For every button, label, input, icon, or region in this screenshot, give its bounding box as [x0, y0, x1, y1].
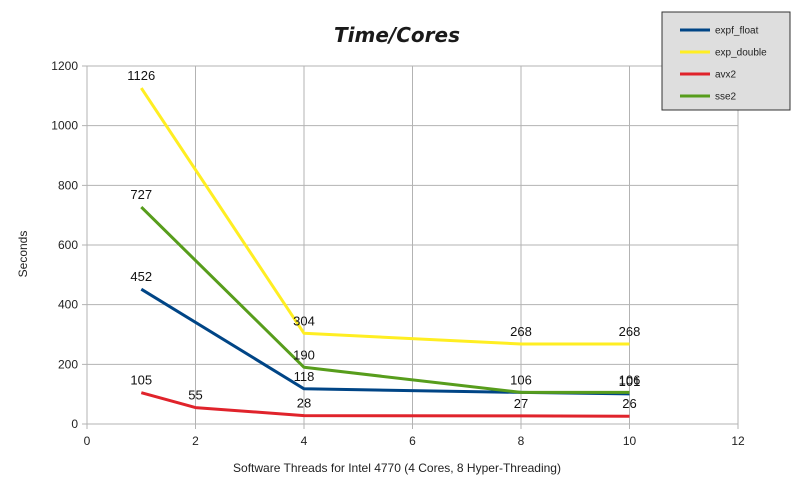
data-label-sse2: 190: [293, 347, 315, 362]
data-label-expf_float: 452: [130, 269, 152, 284]
y-axis-title: Seconds: [16, 231, 30, 278]
x-tick-label: 0: [84, 434, 91, 448]
x-tick-label: 8: [518, 434, 525, 448]
y-tick-label: 0: [71, 417, 78, 431]
data-label-avx2: 55: [188, 388, 202, 403]
data-label-exp_double: 1126: [127, 68, 155, 83]
y-tick-label: 1200: [51, 59, 78, 73]
y-tick-label: 600: [58, 238, 78, 252]
x-tick-label: 4: [301, 434, 308, 448]
data-label-exp_double: 304: [293, 313, 315, 328]
data-label-expf_float: 101: [619, 374, 641, 389]
series-lines: [140, 87, 630, 418]
data-label-expf_float: 118: [294, 369, 315, 384]
y-tick-label: 1000: [51, 119, 78, 133]
axes: [86, 66, 738, 425]
data-label-avx2: 105: [130, 373, 152, 388]
data-label-sse2: 106: [619, 372, 641, 387]
data-label-expf_float: 106: [510, 372, 532, 387]
data-label-sse2: 727: [130, 187, 152, 202]
data-label-avx2: 27: [514, 396, 528, 411]
x-tick-label: 6: [409, 434, 416, 448]
grid-lines: [82, 65, 739, 429]
legend-label-exp_double: exp_double: [715, 48, 767, 59]
data-label-avx2: 28: [297, 396, 311, 411]
series-line-sse2: [140, 206, 630, 394]
legend-label-sse2: sse2: [715, 92, 737, 103]
data-label-avx2: 26: [622, 396, 636, 411]
tick-labels: 0 200 400 600 800 1000 1200 0 2 4 6 8 10 12: [51, 59, 745, 448]
legend: expf_float exp_double avx2 sse2: [661, 11, 791, 111]
series-line-exp_double: [140, 87, 630, 346]
data-label-exp_double: 268: [510, 324, 532, 339]
chart-title: Time/Cores: [334, 23, 460, 47]
y-tick-label: 800: [58, 178, 78, 192]
x-tick-label: 10: [623, 434, 637, 448]
x-axis-title: Software Threads for Intel 4770 (4 Cores…: [233, 461, 561, 475]
legend-label-avx2: avx2: [715, 70, 737, 81]
legend-box: [661, 11, 791, 111]
series-line-avx2: [140, 391, 630, 418]
y-tick-label: 200: [58, 357, 78, 371]
x-tick-label: 12: [731, 434, 745, 448]
legend-label-expf_float: expf_float: [715, 26, 759, 37]
y-tick-label: 400: [58, 298, 78, 312]
x-tick-label: 2: [192, 434, 199, 448]
data-label-exp_double: 268: [619, 324, 641, 339]
